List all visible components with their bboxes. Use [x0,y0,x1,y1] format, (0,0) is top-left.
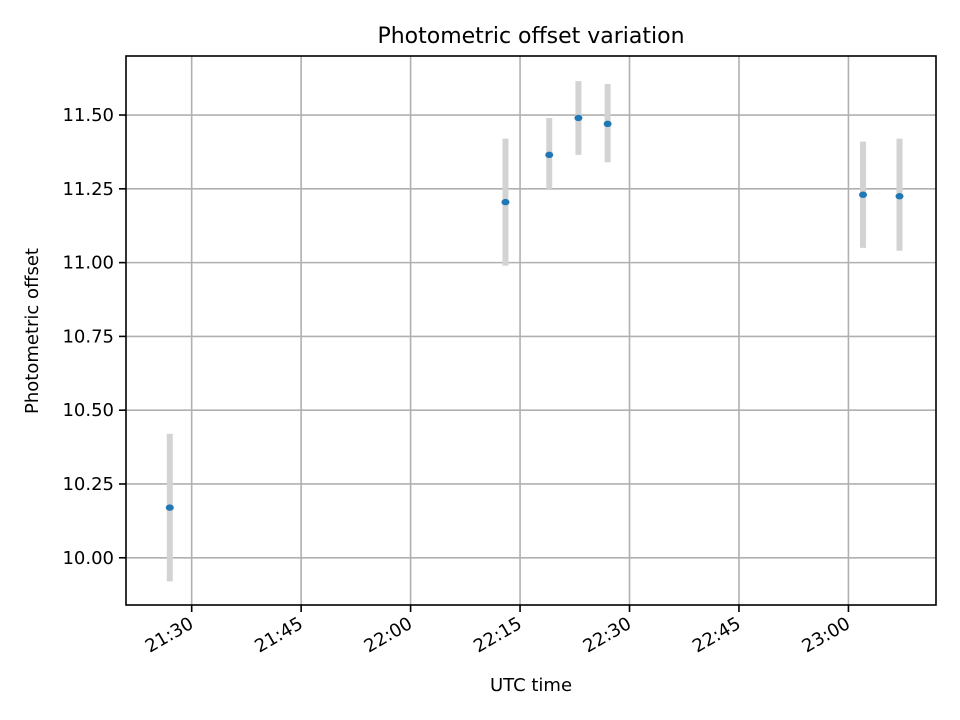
y-tick-label: 10.50 [62,400,114,421]
y-tick-label: 10.00 [62,548,114,569]
x-tick-label: 22:30 [580,613,635,657]
data-point [545,151,554,159]
x-tick-label: 21:45 [251,613,306,657]
y-axis-label: Photometric offset [22,248,43,414]
data-point [574,114,583,122]
data-point [165,504,174,511]
y-tick-label: 11.50 [62,105,114,126]
y-tick-label: 10.75 [62,326,114,347]
y-tick-label: 11.25 [62,179,114,200]
x-axis-label: UTC time [490,675,572,696]
data-point [603,120,612,128]
x-tick-label: 22:45 [689,613,744,657]
grid-lines [126,56,936,605]
data-point [501,198,510,206]
x-tick-label: 22:15 [470,613,525,657]
plot-frame [125,55,937,606]
x-tick-label: 21:30 [142,613,197,657]
axis-ticks: 10.00 10.25 10.50 10.75 11.00 11.25 11.50 21:30… [62,105,853,657]
x-tick-label: 23:00 [799,613,854,657]
y-tick-label: 10.25 [62,474,114,495]
data-series [165,81,904,582]
data-point [859,191,868,198]
x-tick-label: 22:00 [361,613,416,657]
data-point [895,193,904,200]
y-tick-label: 11.00 [62,253,114,274]
chart-title: Photometric offset variation [377,24,684,49]
